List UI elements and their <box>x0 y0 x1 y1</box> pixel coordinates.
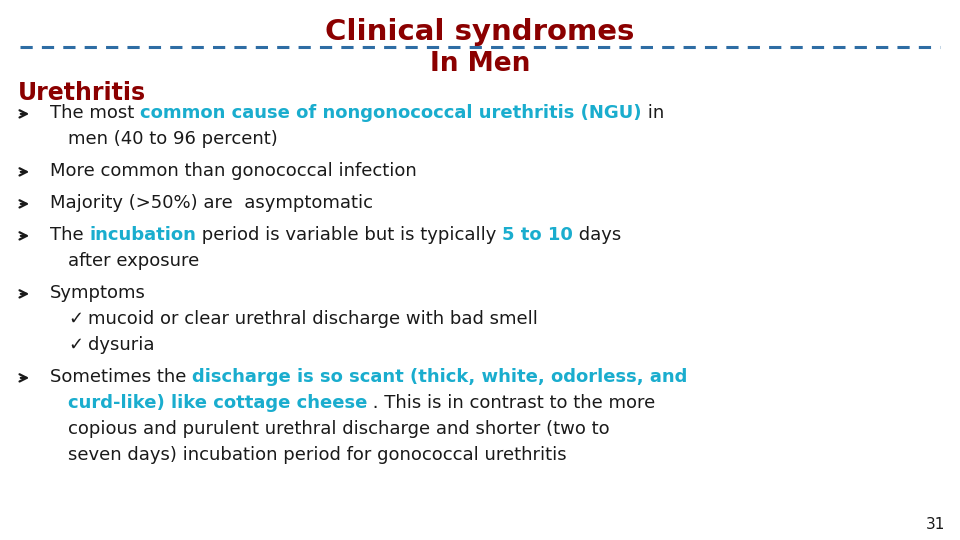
Text: . This is in contrast to the more: . This is in contrast to the more <box>368 394 656 412</box>
Text: Majority (>50%) are  asymptomatic: Majority (>50%) are asymptomatic <box>50 194 373 212</box>
Text: period is variable but is typically: period is variable but is typically <box>196 226 502 244</box>
Text: The: The <box>50 226 89 244</box>
Text: The most: The most <box>50 104 140 122</box>
Text: after exposure: after exposure <box>68 252 200 270</box>
Text: Clinical syndromes: Clinical syndromes <box>325 18 635 46</box>
Text: men (40 to 96 percent): men (40 to 96 percent) <box>68 130 277 148</box>
Text: Urethritis: Urethritis <box>18 81 146 105</box>
Text: days: days <box>573 226 621 244</box>
Text: in: in <box>641 104 663 122</box>
Text: 5 to 10: 5 to 10 <box>502 226 573 244</box>
Text: More common than gonococcal infection: More common than gonococcal infection <box>50 162 417 180</box>
Text: Sometimes the: Sometimes the <box>50 368 192 386</box>
Text: incubation: incubation <box>89 226 196 244</box>
Text: 31: 31 <box>925 517 945 532</box>
Text: ✓: ✓ <box>68 336 84 354</box>
Text: common cause of nongonococcal urethritis (NGU): common cause of nongonococcal urethritis… <box>140 104 641 122</box>
Text: mucoid or clear urethral discharge with bad smell: mucoid or clear urethral discharge with … <box>88 310 538 328</box>
Text: In Men: In Men <box>430 51 530 77</box>
Text: curd-like) like cottage cheese: curd-like) like cottage cheese <box>68 394 368 412</box>
Text: dysuria: dysuria <box>88 336 155 354</box>
Text: ✓: ✓ <box>68 310 84 328</box>
Text: Symptoms: Symptoms <box>50 284 146 302</box>
Text: copious and purulent urethral discharge and shorter (two to: copious and purulent urethral discharge … <box>68 420 610 438</box>
Text: seven days) incubation period for gonococcal urethritis: seven days) incubation period for gonoco… <box>68 446 566 464</box>
Text: discharge is so scant (thick, white, odorless, and: discharge is so scant (thick, white, odo… <box>192 368 687 386</box>
